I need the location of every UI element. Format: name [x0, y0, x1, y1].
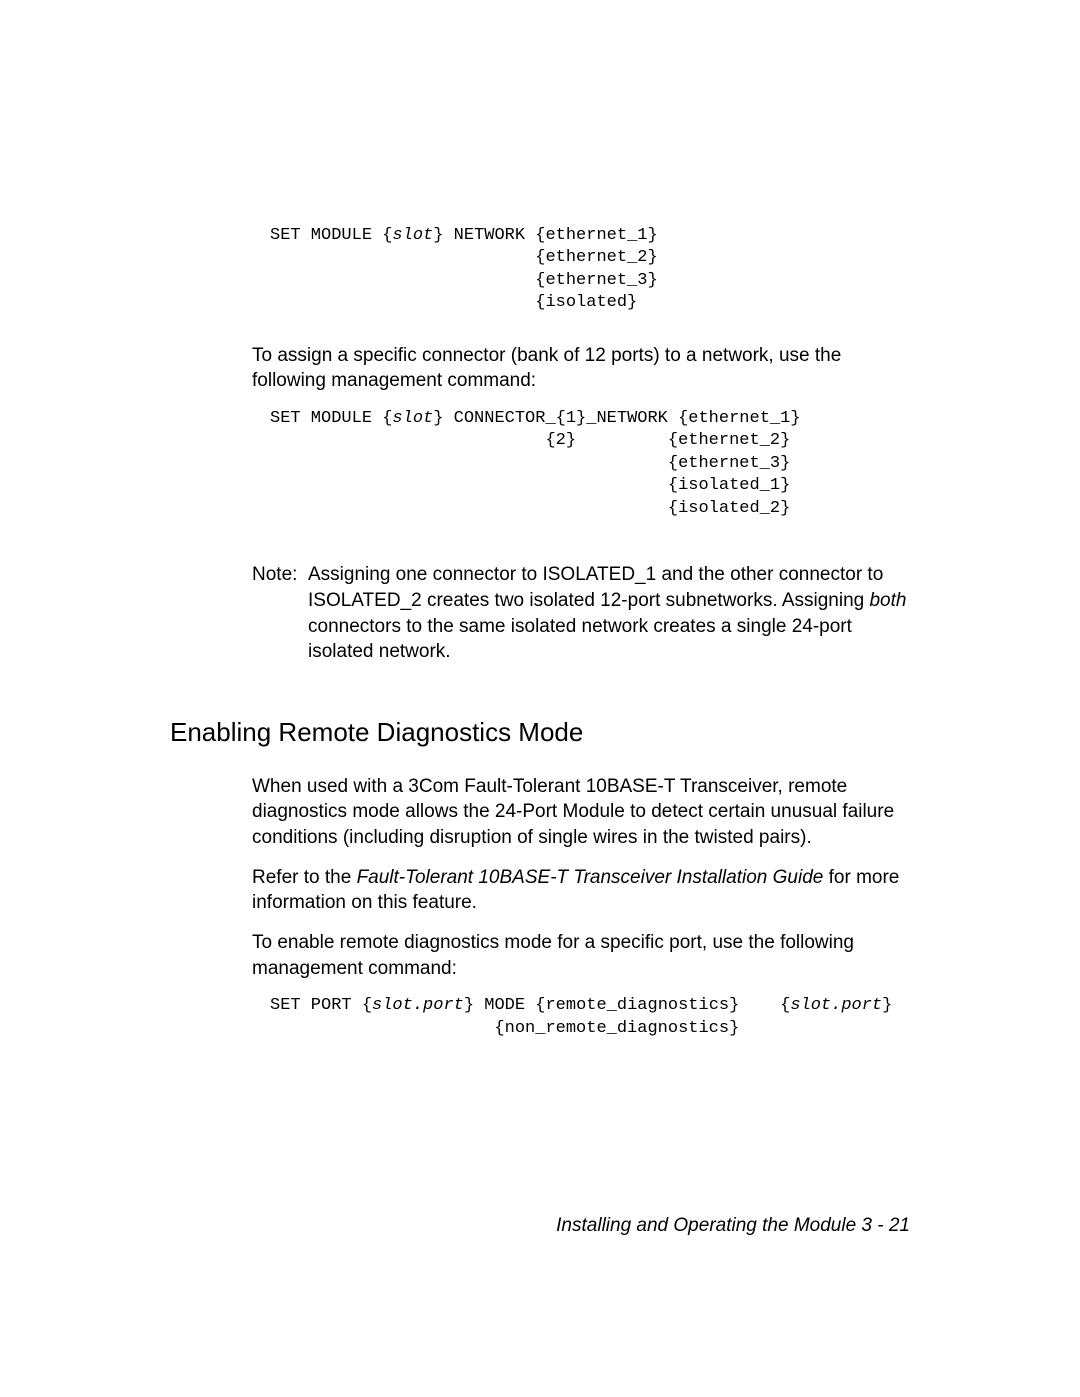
paragraph-assign-connector: To assign a specific connector (bank of …: [252, 343, 910, 394]
code-param-slot: slot: [392, 409, 433, 428]
code-text: } MODE {remote_diagnostics} {: [464, 996, 790, 1015]
code-text: }: [882, 996, 892, 1015]
note-label: Note:: [252, 562, 308, 665]
paragraph-enable-diagnostics: To enable remote diagnostics mode for a …: [252, 930, 910, 981]
code-block-set-module-network: SET MODULE {slot} NETWORK {ethernet_1} {…: [270, 225, 910, 315]
note-block: Note: Assigning one connector to ISOLATE…: [252, 562, 910, 665]
code-text: SET MODULE {: [270, 409, 392, 428]
code-text: SET PORT {: [270, 996, 372, 1015]
code-text: {isolated}: [270, 293, 637, 312]
paragraph-refer-guide: Refer to the Fault-Tolerant 10BASE-T Tra…: [252, 865, 910, 916]
code-text: {non_remote_diagnostics}: [270, 1019, 739, 1038]
text-before: Refer to the: [252, 867, 357, 888]
note-text-before: Assigning one connector to ISOLATED_1 an…: [308, 564, 883, 611]
code-param-slotport: slot.port: [790, 996, 882, 1015]
code-text: } NETWORK {ethernet_1}: [433, 226, 657, 245]
guide-title: Fault-Tolerant 10BASE-T Transceiver Inst…: [357, 867, 824, 888]
code-text: {ethernet_2}: [270, 248, 658, 267]
code-text: {ethernet_3}: [270, 271, 658, 290]
paragraph-transceiver-description: When used with a 3Com Fault-Tolerant 10B…: [252, 774, 910, 851]
note-content: Assigning one connector to ISOLATED_1 an…: [308, 562, 910, 665]
code-text: {isolated_2}: [270, 499, 790, 518]
note-text-after: connectors to the same isolated network …: [308, 616, 852, 663]
code-block-set-port-mode: SET PORT {slot.port} MODE {remote_diagno…: [270, 995, 910, 1040]
code-block-set-module-connector: SET MODULE {slot} CONNECTOR_{1}_NETWORK …: [270, 408, 910, 520]
note-text-italic: both: [869, 590, 906, 611]
code-text: {2} {ethernet_2}: [270, 431, 790, 450]
code-param-slotport: slot.port: [372, 996, 464, 1015]
code-text: {ethernet_3}: [270, 454, 790, 473]
code-param-slot: slot: [392, 226, 433, 245]
page-footer: Installing and Operating the Module 3 - …: [556, 1215, 910, 1237]
section-heading-remote-diagnostics: Enabling Remote Diagnostics Mode: [170, 717, 910, 748]
code-text: SET MODULE {: [270, 226, 392, 245]
code-text: } CONNECTOR_{1}_NETWORK {ethernet_1}: [433, 409, 800, 428]
code-text: {isolated_1}: [270, 476, 790, 495]
